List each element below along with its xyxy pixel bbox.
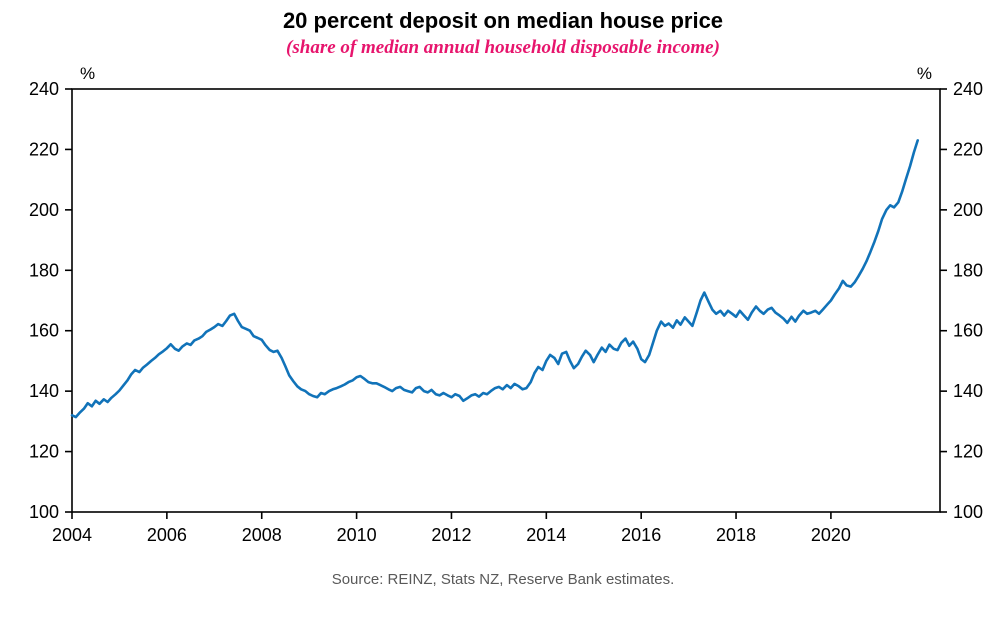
y-axis-tick-label-left: 220 [29, 139, 59, 159]
y-axis-tick-label-left: 100 [29, 502, 59, 522]
y-axis-tick-label-right: 120 [953, 442, 983, 462]
y-axis-tick-label-right: 200 [953, 200, 983, 220]
x-axis-tick-label: 2012 [431, 525, 471, 545]
x-axis-tick-label: 2018 [716, 525, 756, 545]
x-axis-tick-label: 2008 [242, 525, 282, 545]
y-axis-tick-label-right: 240 [953, 79, 983, 99]
data-line [70, 139, 920, 419]
y-axis-tick-label-left: 140 [29, 381, 59, 401]
x-axis-tick-label: 2010 [337, 525, 377, 545]
x-axis-tick-label: 2020 [811, 525, 851, 545]
y-axis-tick-label-left: 240 [29, 79, 59, 99]
unit-label-right: % [917, 64, 932, 83]
unit-label-left: % [80, 64, 95, 83]
y-axis-tick-label-left: 120 [29, 442, 59, 462]
chart-title: 20 percent deposit on median house price [282, 8, 724, 33]
y-axis-tick-label-left: 200 [29, 200, 59, 220]
y-axis-tick-label-right: 140 [953, 381, 983, 401]
y-axis-tick-label-right: 220 [953, 139, 983, 159]
y-axis-tick-label-right: 100 [953, 502, 983, 522]
x-axis-tick-label: 2004 [52, 525, 92, 545]
x-axis-tick-label: 2014 [526, 525, 566, 545]
y-axis-tick-label-left: 180 [29, 260, 59, 280]
x-axis-tick-label: 2016 [621, 525, 661, 545]
chart-subtitle: (share of median annual household dispos… [286, 37, 720, 58]
y-axis-tick-label-left: 160 [29, 321, 59, 341]
source-note: Source: REINZ, Stats NZ, Reserve Bank es… [331, 571, 675, 588]
plot-frame [71, 88, 941, 513]
chart-svg: 100 100 120 120 140 140 160 160 180 180 200 200 220 2… [29, 64, 983, 545]
y-axis-tick-label-right: 180 [953, 260, 983, 280]
x-axis-tick-label: 2006 [147, 525, 187, 545]
y-axis-tick-label-right: 160 [953, 321, 983, 341]
